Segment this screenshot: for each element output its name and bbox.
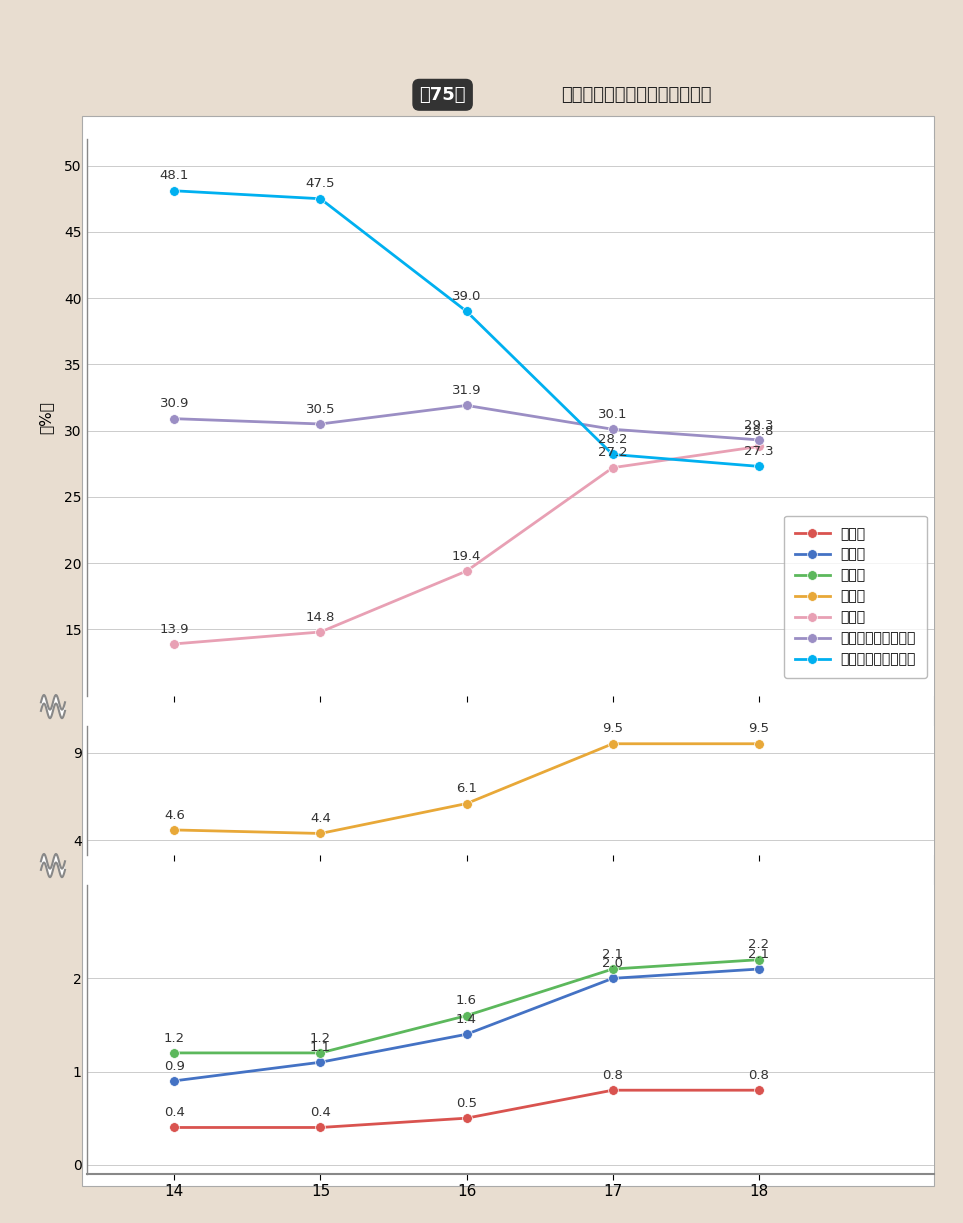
- Text: 2.1: 2.1: [748, 948, 769, 961]
- Text: 9.5: 9.5: [748, 723, 769, 735]
- Y-axis label: （%）: （%）: [39, 401, 53, 434]
- Text: 2.0: 2.0: [602, 958, 623, 970]
- Text: 1.4: 1.4: [456, 1013, 477, 1026]
- Text: 1.2: 1.2: [164, 1031, 185, 1044]
- Text: 9.5: 9.5: [602, 723, 623, 735]
- Text: 団体規模別団体数構成比の推移: 団体規模別団体数構成比の推移: [561, 86, 712, 104]
- Text: 19.4: 19.4: [452, 549, 482, 563]
- Text: 0.4: 0.4: [310, 1106, 331, 1119]
- Text: 28.8: 28.8: [744, 426, 773, 438]
- Text: 31.9: 31.9: [452, 384, 482, 397]
- Text: 1.1: 1.1: [310, 1041, 331, 1054]
- Text: 4.6: 4.6: [164, 808, 185, 822]
- Text: 第75図: 第75図: [419, 86, 466, 104]
- Text: 14.8: 14.8: [306, 610, 335, 624]
- Text: 4.4: 4.4: [310, 812, 331, 826]
- Text: 0.9: 0.9: [164, 1059, 185, 1073]
- Text: 30.9: 30.9: [160, 397, 189, 411]
- Text: 0.5: 0.5: [456, 1097, 477, 1109]
- Text: 1.6: 1.6: [456, 994, 477, 1008]
- Text: 30.1: 30.1: [598, 408, 628, 421]
- Legend: 大都市, 中核市, 特例市, 中都市, 小都市, 町村（１万人以上）, 町村（１万人未満）: 大都市, 中核市, 特例市, 中都市, 小都市, 町村（１万人以上）, 町村（１…: [784, 516, 927, 678]
- Text: 48.1: 48.1: [160, 170, 189, 182]
- Text: 29.3: 29.3: [744, 418, 773, 432]
- Text: 2.1: 2.1: [602, 948, 623, 961]
- Text: 39.0: 39.0: [452, 290, 482, 303]
- Text: 28.2: 28.2: [598, 433, 628, 446]
- Text: 0.4: 0.4: [164, 1106, 185, 1119]
- Text: 27.3: 27.3: [744, 445, 773, 459]
- Text: 27.2: 27.2: [598, 446, 628, 460]
- Text: 47.5: 47.5: [305, 177, 335, 191]
- Text: 30.5: 30.5: [305, 402, 335, 416]
- Text: 2.2: 2.2: [748, 938, 769, 951]
- Text: 6.1: 6.1: [456, 783, 477, 795]
- Text: 13.9: 13.9: [160, 623, 189, 636]
- Text: 0.8: 0.8: [748, 1069, 769, 1082]
- Text: 0.8: 0.8: [602, 1069, 623, 1082]
- Text: 1.2: 1.2: [310, 1031, 331, 1044]
